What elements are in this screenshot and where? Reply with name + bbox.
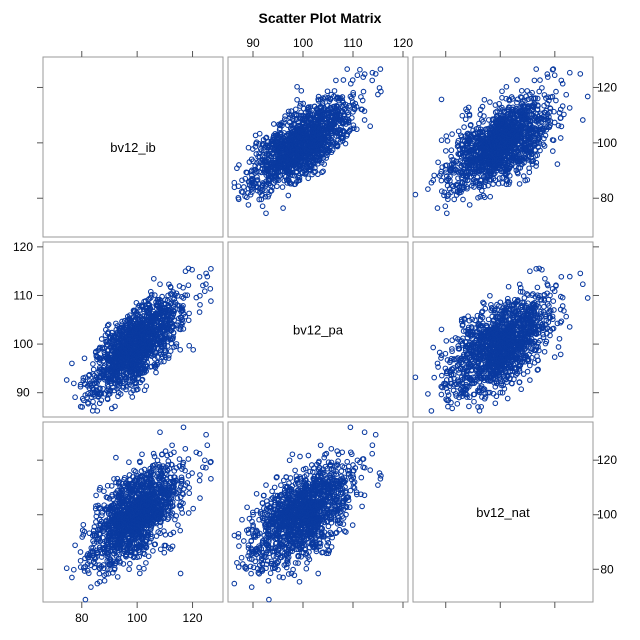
scatter-point (263, 150, 270, 157)
scatter-point (317, 154, 323, 161)
scatter-point (259, 203, 266, 210)
scatter-panel-bv12_ib-vs-bv12_pa (231, 66, 384, 217)
scatter-point (361, 71, 368, 77)
scatter-point (300, 105, 307, 112)
scatter-point (324, 88, 331, 95)
scatter-point (263, 210, 269, 217)
top-tick-label-90: 90 (246, 36, 260, 50)
scatter-point (277, 172, 284, 179)
variable-label-bv12_nat: bv12_nat (476, 505, 530, 520)
scatter-point (357, 66, 363, 73)
panel-frame-bv12_ib-bv12_ib (42, 56, 224, 238)
scatter-point (360, 88, 367, 95)
scatter-point (350, 122, 357, 129)
bottom-tick-label-80: 80 (75, 611, 89, 625)
bottom-tick-label-120: 120 (183, 611, 203, 625)
scatter-point (261, 147, 267, 154)
scatter-point (353, 126, 360, 133)
scatter-point (285, 108, 292, 115)
variable-label-bv12_ib: bv12_ib (110, 140, 156, 155)
bottom-tick-label-100: 100 (127, 611, 147, 625)
panel-frame-bv12_nat-bv12_nat (412, 421, 594, 603)
scatter-point (344, 66, 351, 72)
scatter-point (305, 175, 312, 182)
scatter-point (303, 170, 309, 177)
chart-title: Scatter Plot Matrix (258, 10, 382, 26)
scatter-point (333, 77, 339, 84)
scatter-point (350, 92, 357, 98)
scatter-point (329, 139, 336, 146)
scatter-point (269, 184, 276, 191)
scatter-point (240, 184, 247, 190)
scatter-point (279, 184, 286, 190)
scatter-point (262, 193, 269, 200)
top-tick-label-100: 100 (293, 36, 313, 50)
right-tick-label-ib-80: 80 (600, 191, 614, 205)
scatter-point (285, 192, 292, 199)
scatter-point (268, 138, 275, 145)
scatter-point (331, 88, 338, 94)
scatter-point (292, 106, 299, 113)
left-tick-label-pa-110: 110 (13, 288, 32, 302)
left-tick-label-pa-120: 120 (13, 240, 33, 254)
panel-frame-bv12_pa-bv12_pa (227, 241, 409, 418)
right-tick-label-ib-120: 120 (597, 80, 617, 94)
scatter-point (372, 71, 379, 77)
scatter-point (361, 117, 368, 123)
left-tick-label-pa-90: 90 (16, 386, 30, 400)
scatter-point (280, 205, 286, 211)
scatter-point (347, 93, 354, 100)
right-tick-label-nat-100: 100 (597, 508, 617, 522)
right-tick-label-nat-120: 120 (597, 453, 617, 467)
top-tick-label-110: 110 (343, 36, 362, 50)
right-tick-label-ib-100: 100 (597, 136, 617, 150)
right-tick-label-nat-80: 80 (600, 562, 614, 576)
left-tick-label-pa-100: 100 (13, 337, 33, 351)
scatter-point (258, 196, 265, 203)
scatter-point (270, 121, 277, 127)
variable-label-bv12_pa: bv12_pa (293, 323, 344, 338)
scatter-point (367, 123, 374, 130)
scatter-point (231, 184, 238, 191)
scatter-point (253, 151, 260, 157)
scatter-point (296, 177, 303, 184)
scatter-point (350, 89, 357, 96)
scatter-point (315, 98, 322, 104)
scatter-point (375, 91, 381, 98)
scatter-point (369, 69, 376, 76)
scatter-point (282, 113, 288, 119)
scatter-point (348, 115, 355, 121)
scatter-point (349, 77, 356, 83)
scatter-point (342, 140, 349, 147)
top-tick-label-120: 120 (393, 36, 413, 50)
